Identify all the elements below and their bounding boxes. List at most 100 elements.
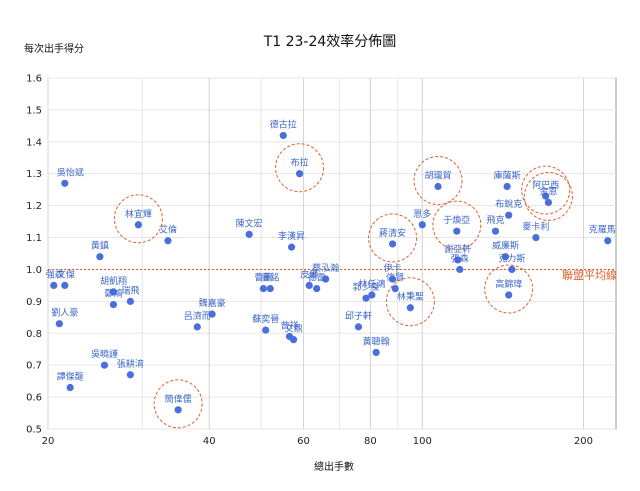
y-tick-label: 1.2 [26,201,42,212]
data-point[interactable] [355,323,362,330]
point-label: 襄銘 [261,272,279,284]
point-label: 麥卡利 [522,221,549,233]
data-point[interactable] [127,298,134,305]
data-point[interactable] [505,212,512,219]
point-label: 林秉聖 [397,291,424,303]
point-label: 張耕淯 [117,358,144,370]
chart-title: T1 23-24效率分佈圖 [263,33,397,50]
data-point[interactable] [164,237,171,244]
point-label: 威廉斯 [492,240,519,252]
data-point[interactable] [288,244,295,251]
point-label: 吳曉謹 [91,348,118,360]
point-label: 蘇奕晉 [252,313,279,325]
y-tick-label: 1.0 [26,265,42,276]
data-point[interactable] [505,291,512,298]
point-label: 張森 [451,252,469,264]
y-tick-label: 1.6 [26,74,42,85]
data-point[interactable] [194,323,201,330]
data-point[interactable] [267,285,274,292]
point-label: 謝亞軒 [444,243,471,255]
data-point[interactable] [434,183,441,190]
y-tick-label: 0.6 [26,393,42,404]
y-tick-label: 1.3 [26,169,42,180]
data-point[interactable] [503,183,510,190]
point-label: 胡瓏貿 [425,169,452,181]
data-point[interactable] [290,336,297,343]
point-label: 于煥亞 [443,214,470,226]
point-label: 陳文宏 [236,217,263,229]
point-label: 文鼎 [285,323,303,335]
point-label: 蔡泓瀚 [312,262,339,274]
data-point[interactable] [135,221,142,228]
data-point[interactable] [110,301,117,308]
point-label: 吳怡斌 [57,166,84,178]
data-point[interactable] [175,406,182,413]
x-axis-title: 總出手數 [314,460,354,473]
point-label: 邱子軒 [345,311,372,322]
data-point[interactable] [260,285,267,292]
data-point[interactable] [280,132,287,139]
point-label: 恩多 [413,208,431,220]
x-tick-label: 40 [203,436,216,447]
point-label: 簡偉儒 [165,393,192,405]
data-point[interactable] [453,228,460,235]
data-point[interactable] [373,349,380,356]
point-label: 文傑 [57,268,75,280]
data-point[interactable] [67,384,74,391]
data-point[interactable] [61,282,68,289]
point-label: 克羅馬 [589,225,616,236]
data-point[interactable] [392,285,399,292]
data-point[interactable] [127,371,134,378]
y-tick-label: 0.5 [26,425,42,436]
data-point[interactable] [532,234,539,241]
point-label: 呂濟而 [184,310,211,322]
reference-line-label: 聯盟平均線 [562,268,617,282]
data-point[interactable] [389,240,396,247]
point-label: 劉人豪 [51,307,78,319]
y-tick-label: 0.8 [26,329,42,340]
data-point[interactable] [246,231,253,238]
data-point[interactable] [492,228,499,235]
data-point[interactable] [96,253,103,260]
y-tick-label: 1.4 [26,137,42,148]
data-point[interactable] [456,266,463,273]
data-point[interactable] [419,221,426,228]
data-point[interactable] [508,266,515,273]
point-label: 伊卡 [384,262,402,274]
point-label: 信賢 [386,272,404,284]
x-tick-label: 200 [574,436,593,447]
point-label: 林宜輝 [125,208,152,220]
data-point[interactable] [262,326,269,333]
point-label: 高錦瑋 [495,278,522,290]
y-tick-label: 0.9 [26,297,42,308]
data-point[interactable] [313,285,320,292]
point-label: 艾倫 [159,224,177,236]
point-label: 林任鴻 [358,278,385,290]
x-tick-label: 80 [364,436,377,447]
point-label: 飛克 [487,215,505,226]
x-tick-label: 20 [42,436,55,447]
data-point[interactable] [50,282,57,289]
data-point[interactable] [101,362,108,369]
point-label: 黃鎮 [91,240,109,252]
y-tick-label: 1.1 [26,233,42,244]
x-tick-label: 60 [297,436,310,447]
data-point[interactable] [61,180,68,187]
data-point[interactable] [545,199,552,206]
data-point[interactable] [296,170,303,177]
y-tick-label: 1.5 [26,105,42,116]
data-point[interactable] [407,304,414,311]
data-point[interactable] [604,237,611,244]
point-label: 布銳克 [495,198,522,210]
point-label: 蔣清安 [379,227,406,239]
x-tick-label: 100 [413,436,432,447]
point-label: 鄭鴻 [104,288,122,300]
data-point[interactable] [56,320,63,327]
point-label: 魏嘉豪 [199,297,226,309]
point-label: 胡凱翔 [100,275,127,287]
point-label: 德古拉 [270,118,297,130]
point-label: 李漢昇 [278,230,305,242]
point-label: 克力斯 [498,252,525,264]
